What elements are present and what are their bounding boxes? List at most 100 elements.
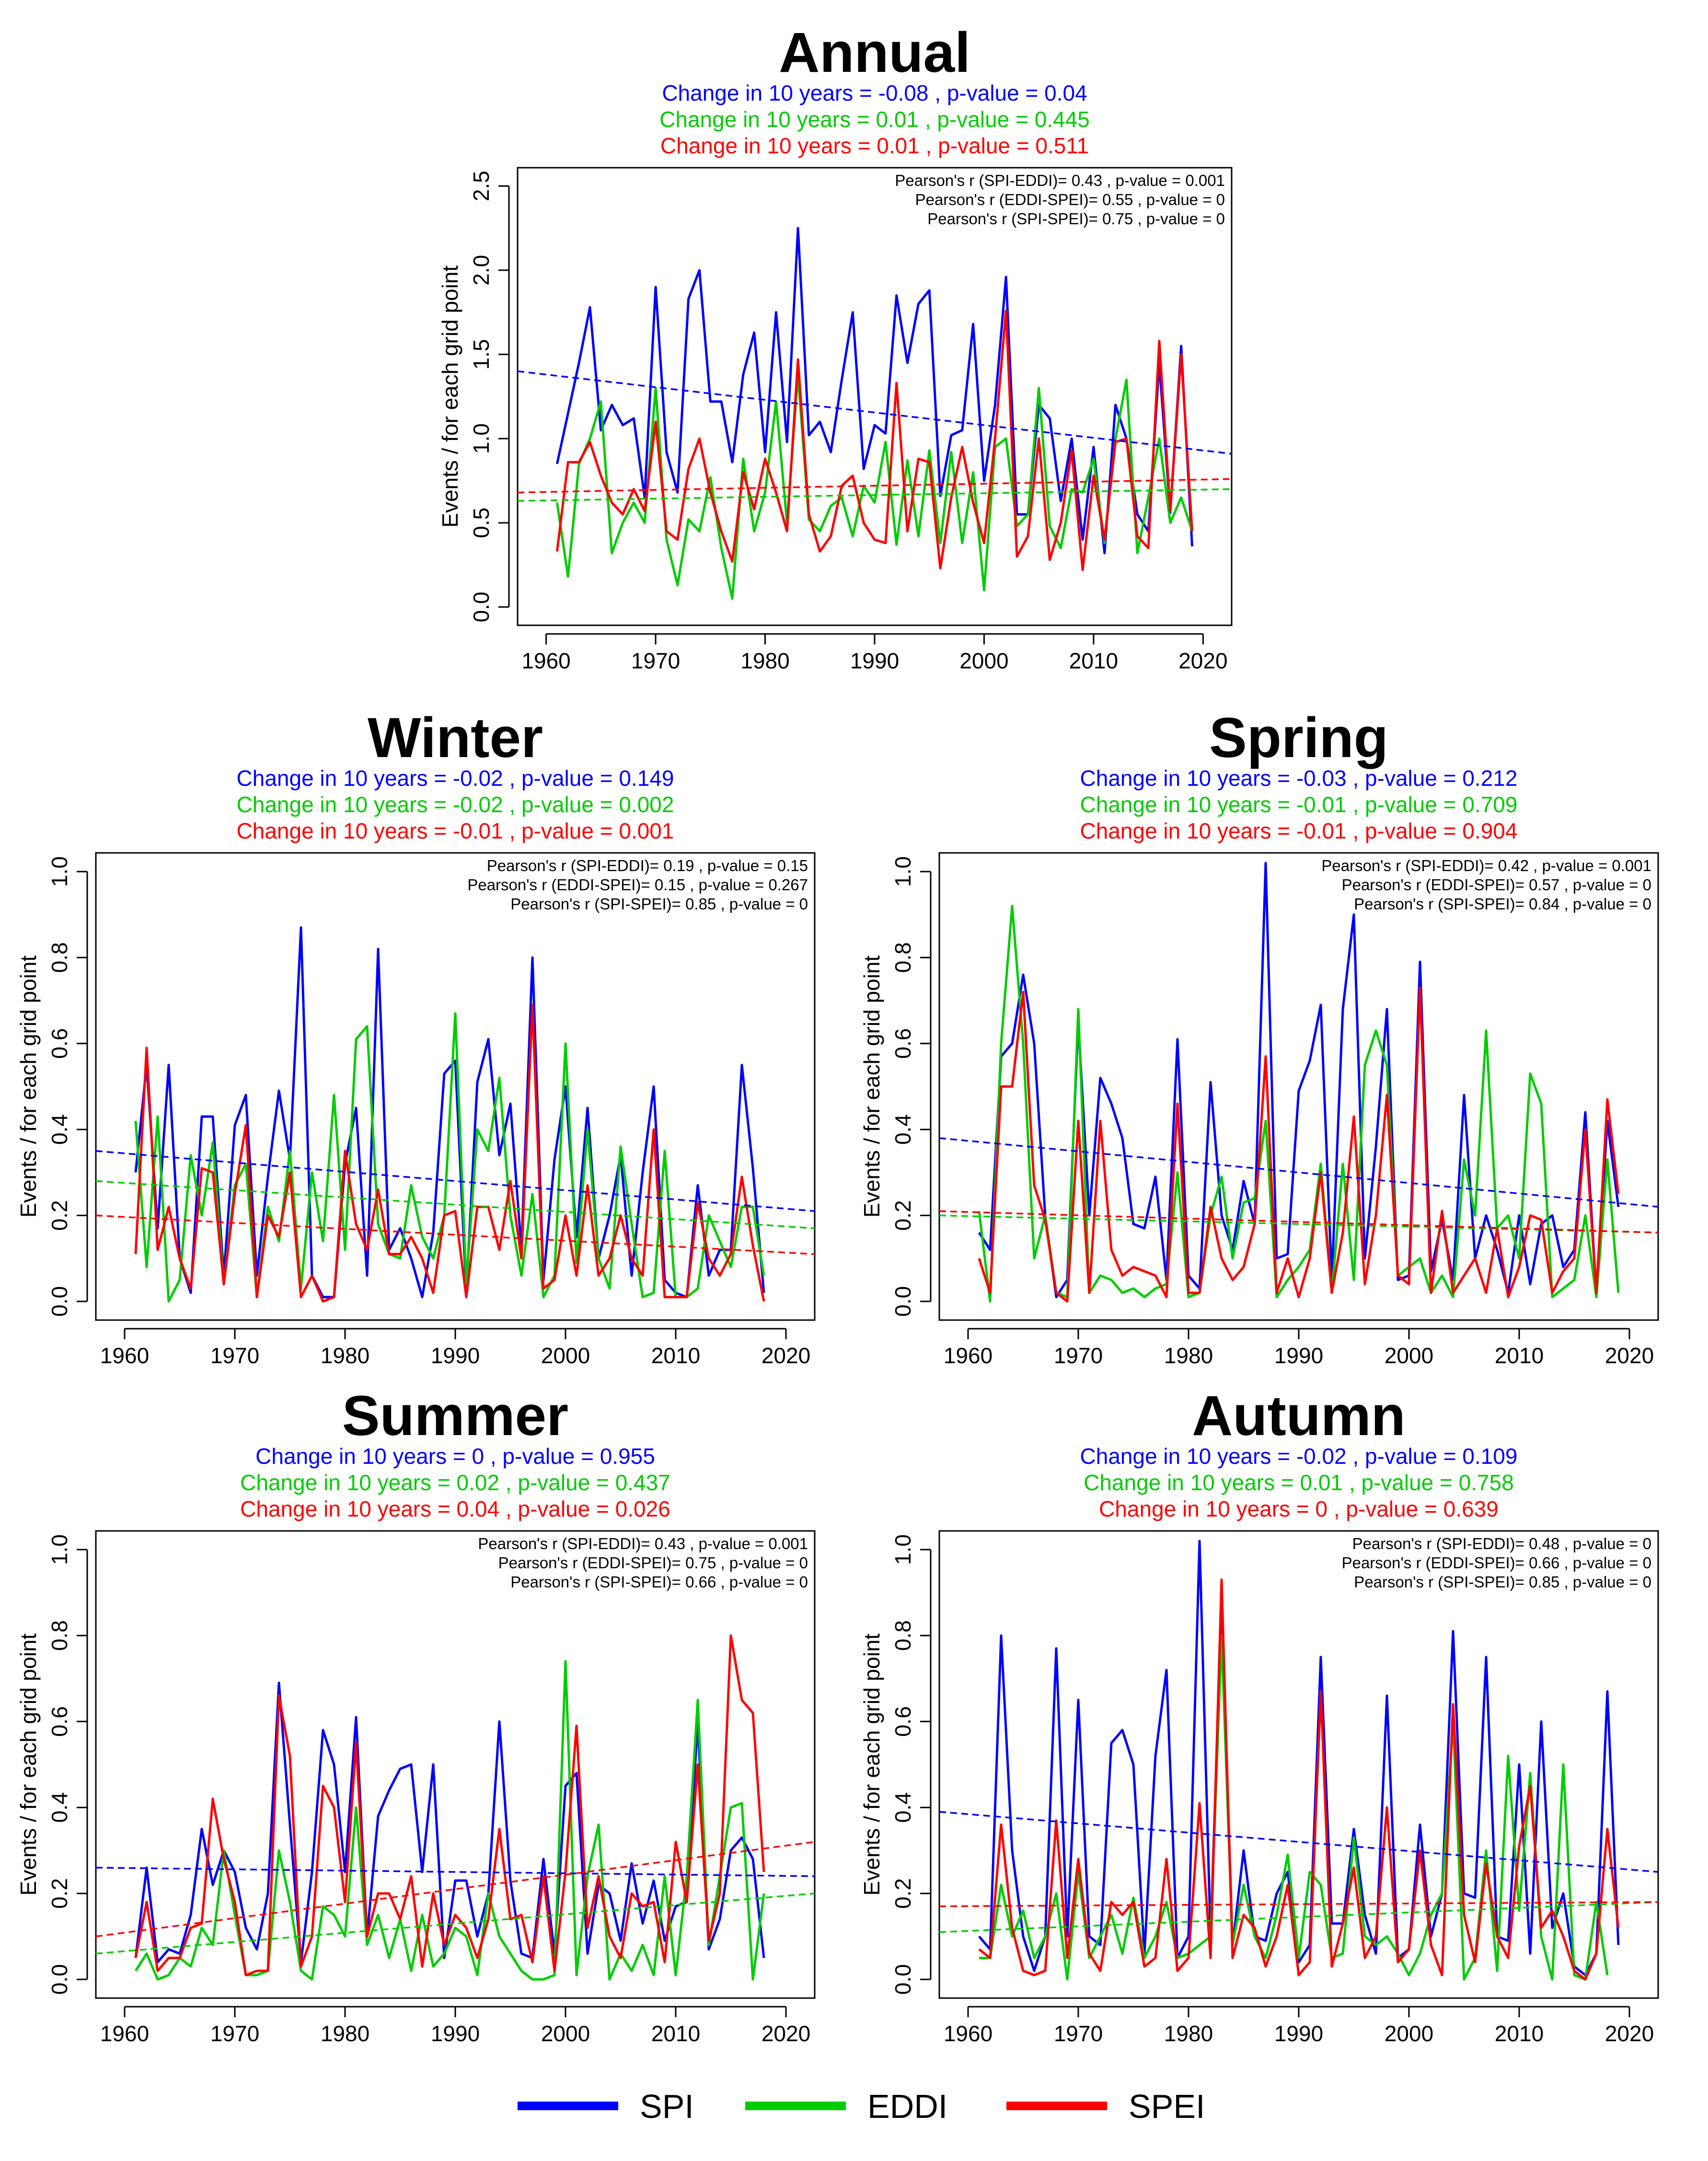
series-line-spi xyxy=(978,862,1620,1299)
panel-title: Winter xyxy=(368,706,543,770)
y-tick-label: 0.4 xyxy=(890,1792,915,1823)
plot-frame xyxy=(517,167,1233,626)
x-tick-label: 1960 xyxy=(944,1343,992,1368)
x-tick-label: 1970 xyxy=(210,2021,259,2046)
x-tick-label: 2000 xyxy=(1385,2021,1433,2046)
pearson-text: Pearson's r (SPI-SPEI)= 0.84 , p-value =… xyxy=(1354,895,1651,913)
y-tick-label: 1.5 xyxy=(469,339,494,370)
x-tick-label: 2020 xyxy=(1605,2021,1654,2046)
pearson-text: Pearson's r (EDDI-SPEI)= 0.57 , p-value … xyxy=(1342,876,1651,894)
pearson-text: Pearson's r (SPI-EDDI)= 0.19 , p-value =… xyxy=(487,857,808,874)
y-tick-label: 0.8 xyxy=(47,1620,72,1651)
series-line-spi xyxy=(134,926,765,1299)
trend-line-spei xyxy=(95,1214,815,1255)
x-tick-label: 2010 xyxy=(1069,648,1118,673)
y-tick-label: 0.6 xyxy=(47,1028,72,1059)
y-tick-label: 0.6 xyxy=(47,1706,72,1737)
pearson-text: Pearson's r (SPI-SPEI)= 0.66 , p-value =… xyxy=(510,1573,808,1591)
y-tick-label: 1.0 xyxy=(47,1534,72,1565)
panel-winter: Winter Change in 10 years = -0.02 , p-val… xyxy=(16,706,816,1368)
y-tick-label: 0.4 xyxy=(47,1114,72,1145)
series-line-spei xyxy=(978,986,1620,1303)
y-axis-label: Events / for each grid point xyxy=(859,955,884,1218)
y-tick-label: 0.2 xyxy=(890,1878,915,1909)
plot-frame xyxy=(95,852,816,1321)
pearson-text: Pearson's r (EDDI-SPEI)= 0.55 , p-value … xyxy=(915,191,1225,208)
x-tick-label: 2020 xyxy=(762,1343,810,1368)
trend-line-spei xyxy=(939,1210,1659,1234)
series-line-spei xyxy=(978,1578,1620,1981)
x-tick-label: 1990 xyxy=(431,1343,480,1368)
series-line-spi xyxy=(134,1681,765,1964)
x-tick-label: 2010 xyxy=(651,1343,700,1368)
legend: SPI EDDI SPEI xyxy=(518,2088,1205,2125)
panel-title: Annual xyxy=(779,21,970,84)
y-tick-label: 0.4 xyxy=(890,1114,915,1145)
trend-line-spi xyxy=(95,1867,815,1877)
plot-frame xyxy=(95,1530,816,1999)
trend-line-eddi xyxy=(939,1901,1659,1933)
panel-title: Autumn xyxy=(1192,1384,1406,1448)
change-text: Change in 10 years = -0.02 , p-value = 0… xyxy=(237,792,674,817)
trend-line-spi xyxy=(517,370,1232,455)
y-tick-label: 1.0 xyxy=(47,856,72,887)
x-tick-label: 1960 xyxy=(100,1343,149,1368)
x-tick-label: 2010 xyxy=(1495,1343,1544,1368)
x-tick-label: 1990 xyxy=(1274,1343,1323,1368)
change-text: Change in 10 years = 0 , p-value = 0.955 xyxy=(255,1444,655,1469)
y-tick-label: 0.8 xyxy=(890,942,915,973)
x-tick-label: 1970 xyxy=(1054,1343,1103,1368)
change-text: Change in 10 years = 0.01 , p-value = 0.… xyxy=(1084,1470,1514,1495)
panel-title: Summer xyxy=(342,1384,568,1448)
y-tick-label: 2.0 xyxy=(469,255,494,286)
y-tick-label: 0.2 xyxy=(890,1200,915,1231)
pearson-text: Pearson's r (SPI-SPEI)= 0.85 , p-value =… xyxy=(510,895,808,913)
y-tick-label: 0.0 xyxy=(47,1286,72,1317)
x-tick-label: 1990 xyxy=(431,2021,480,2046)
pearson-text: Pearson's r (EDDI-SPEI)= 0.66 , p-value … xyxy=(1342,1554,1651,1572)
x-tick-label: 2010 xyxy=(1495,2021,1544,2046)
x-tick-label: 2020 xyxy=(1178,648,1227,673)
y-axis-label: Events / for each grid point xyxy=(16,1633,41,1896)
legend-label: SPEI xyxy=(1129,2088,1205,2125)
x-tick-label: 1980 xyxy=(1164,1343,1213,1368)
x-tick-label: 1980 xyxy=(740,648,789,673)
x-tick-label: 1970 xyxy=(1054,2021,1103,2046)
change-text: Change in 10 years = 0.02 , p-value = 0.… xyxy=(240,1470,670,1495)
x-tick-label: 1970 xyxy=(210,1343,259,1368)
y-tick-label: 0.0 xyxy=(47,1964,72,1995)
x-tick-label: 2020 xyxy=(1605,1343,1654,1368)
change-text: Change in 10 years = 0.04 , p-value = 0.… xyxy=(240,1496,670,1521)
change-text: Change in 10 years = -0.01 , p-value = 0… xyxy=(237,818,674,843)
y-axis-label: Events / for each grid point xyxy=(16,955,41,1218)
plot-frame xyxy=(938,1530,1659,1999)
x-tick-label: 1980 xyxy=(1164,2021,1213,2046)
series-line-spi xyxy=(978,1540,1620,1977)
trend-line-eddi xyxy=(95,1892,815,1954)
x-tick-label: 2000 xyxy=(1385,1343,1433,1368)
x-tick-label: 2000 xyxy=(959,648,1008,673)
pearson-text: Pearson's r (SPI-EDDI)= 0.43 , p-value =… xyxy=(478,1535,808,1552)
y-axis-label: Events / for each grid point xyxy=(438,265,462,528)
y-tick-label: 0.6 xyxy=(890,1706,915,1737)
y-tick-label: 1.0 xyxy=(890,856,915,887)
y-tick-label: 0.2 xyxy=(47,1878,72,1909)
change-text: Change in 10 years = -0.01 , p-value = 0… xyxy=(1080,818,1518,843)
change-text: Change in 10 years = -0.08 , p-value = 0… xyxy=(662,80,1087,105)
y-tick-label: 1.0 xyxy=(469,423,494,454)
pearson-text: Pearson's r (SPI-SPEI)= 0.85 , p-value =… xyxy=(1354,1573,1651,1591)
series-line-spi xyxy=(555,227,1194,554)
series-line-spei xyxy=(134,1634,765,1977)
change-text: Change in 10 years = 0.01 , p-value = 0.… xyxy=(659,107,1090,132)
series-line-eddi xyxy=(978,905,1620,1303)
trend-line-spi xyxy=(939,1811,1659,1873)
pearson-text: Pearson's r (EDDI-SPEI)= 0.75 , p-value … xyxy=(498,1554,808,1572)
y-tick-label: 0.5 xyxy=(469,507,494,538)
x-tick-label: 1990 xyxy=(850,648,899,673)
pearson-text: Pearson's r (SPI-EDDI)= 0.48 , p-value =… xyxy=(1352,1535,1651,1552)
